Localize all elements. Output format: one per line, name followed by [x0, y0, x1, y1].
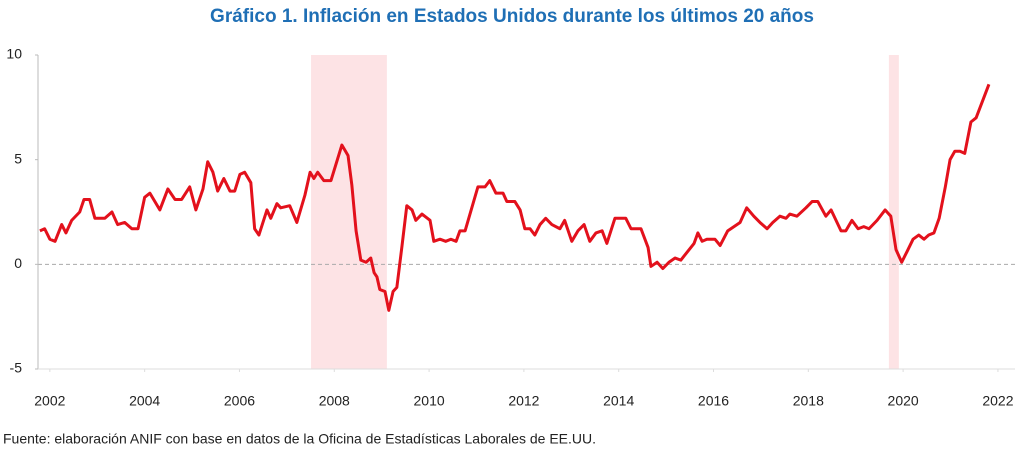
- shaded-region: [311, 55, 387, 369]
- x-tick-label: 2016: [698, 393, 729, 409]
- x-tick-label: 2006: [224, 393, 255, 409]
- x-tick-label: 2010: [414, 393, 445, 409]
- shaded-region: [888, 55, 899, 369]
- x-tick-label: 2020: [888, 393, 919, 409]
- x-tick-label: 2012: [508, 393, 539, 409]
- y-tick-label: 5: [14, 150, 22, 166]
- x-tick-label: 2002: [34, 393, 65, 409]
- source-note: Fuente: elaboración ANIF con base en dat…: [3, 431, 596, 447]
- y-tick-label: -5: [10, 360, 23, 376]
- y-tick-label: 10: [6, 46, 22, 62]
- x-tick-label: 2018: [793, 393, 824, 409]
- inflation-line: [39, 83, 991, 312]
- y-tick-label: 0: [14, 255, 22, 271]
- chart-title: Gráfico 1. Inflación en Estados Unidos d…: [210, 6, 814, 27]
- x-tick-label: 2022: [982, 393, 1013, 409]
- x-tick-label: 2004: [129, 393, 160, 409]
- x-tick-label: 2008: [319, 393, 350, 409]
- x-tick-label: 2014: [603, 393, 634, 409]
